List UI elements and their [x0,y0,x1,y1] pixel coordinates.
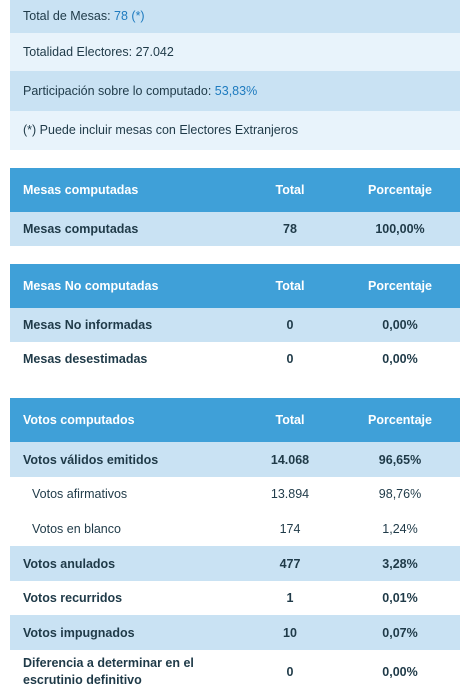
row-label: Mesas No informadas [23,318,153,332]
summary-participacion: Participación sobre lo computado: 53,83% [10,71,460,111]
electores-label: Totalidad Electores: [23,45,133,59]
header-label: Mesas No computadas [10,264,240,308]
row-pct: 96,65% [378,452,422,467]
header-total: Total [240,168,340,212]
table-row: Mesas desestimadas 0 0,00% [10,342,460,376]
row-label: Mesas computadas [23,222,139,236]
row-pct: 98,76% [378,487,422,501]
table-row: Diferencia a determinar en el escrutinio… [10,650,460,694]
table-header-row: Mesas computadas Total Porcentaje [10,168,460,212]
results-panel: Total de Mesas: 78 (*) Totalidad Elector… [10,0,460,694]
row-pct: 0,00% [382,665,418,679]
row-total: 78 [283,222,297,236]
table-row: Mesas No informadas 0 0,00% [10,308,460,342]
summary-block: Total de Mesas: 78 (*) Totalidad Elector… [10,0,460,150]
row-pct: 0,00% [382,352,418,366]
table-votos-computados: Votos computados Total Porcentaje Votos … [10,398,460,694]
row-total: 13.894 [270,487,310,501]
table-mesas-computadas: Mesas computadas Total Porcentaje Mesas … [10,168,460,246]
participacion-label: Participación sobre lo computado: [23,84,212,98]
row-pct: 100,00% [375,222,425,236]
header-porcentaje: Porcentaje [340,168,460,212]
summary-electores: Totalidad Electores: 27.042 [10,33,460,71]
table-row: Votos afirmativos 13.894 98,76% [10,477,460,511]
row-total: 10 [283,625,297,640]
row-total: 477 [279,556,301,571]
table-row: Votos en blanco 174 1,24% [10,511,460,546]
row-total: 0 [286,352,294,366]
summary-total-mesas: Total de Mesas: 78 (*) [10,0,460,33]
row-label: Mesas desestimadas [23,352,148,366]
table-row: Votos válidos emitidos 14.068 96,65% [10,442,460,477]
row-pct: 0,07% [382,625,418,640]
header-total: Total [240,264,340,308]
row-pct: 1,24% [382,521,418,536]
row-total: 174 [279,521,301,536]
header-label: Votos computados [10,398,240,442]
row-pct: 0,00% [382,318,418,332]
table-row: Votos anulados 477 3,28% [10,546,460,581]
row-label: Votos impugnados [23,625,135,640]
table-row: Votos impugnados 10 0,07% [10,615,460,650]
table-header-row: Votos computados Total Porcentaje [10,398,460,442]
row-label: Votos válidos emitidos [23,452,159,467]
row-total: 0 [286,665,294,679]
participacion-value: 53,83% [214,84,258,98]
table-row: Mesas computadas 78 100,00% [10,212,460,246]
summary-footnote: (*) Puede incluir mesas con Electores Ex… [10,111,460,150]
row-total: 1 [286,591,294,605]
table-mesas-no-computadas: Mesas No computadas Total Porcentaje Mes… [10,264,460,376]
row-pct: 0,01% [382,591,418,605]
total-mesas-value: 78 (*) [114,9,145,23]
row-label: Votos anulados [23,556,116,571]
header-total: Total [240,398,340,442]
row-total: 14.068 [270,452,310,467]
row-label: Diferencia a determinar en el escrutinio… [23,656,194,687]
row-label: Votos en blanco [32,521,121,536]
row-total: 0 [286,318,294,332]
table-header-row: Mesas No computadas Total Porcentaje [10,264,460,308]
header-porcentaje: Porcentaje [340,398,460,442]
row-pct: 3,28% [382,556,418,571]
header-porcentaje: Porcentaje [340,264,460,308]
row-label: Votos afirmativos [32,487,128,501]
electores-value: 27.042 [135,45,174,59]
header-label: Mesas computadas [10,168,240,212]
table-row: Votos recurridos 1 0,01% [10,581,460,615]
total-mesas-label: Total de Mesas: [23,9,111,23]
row-label: Votos recurridos [23,591,123,605]
